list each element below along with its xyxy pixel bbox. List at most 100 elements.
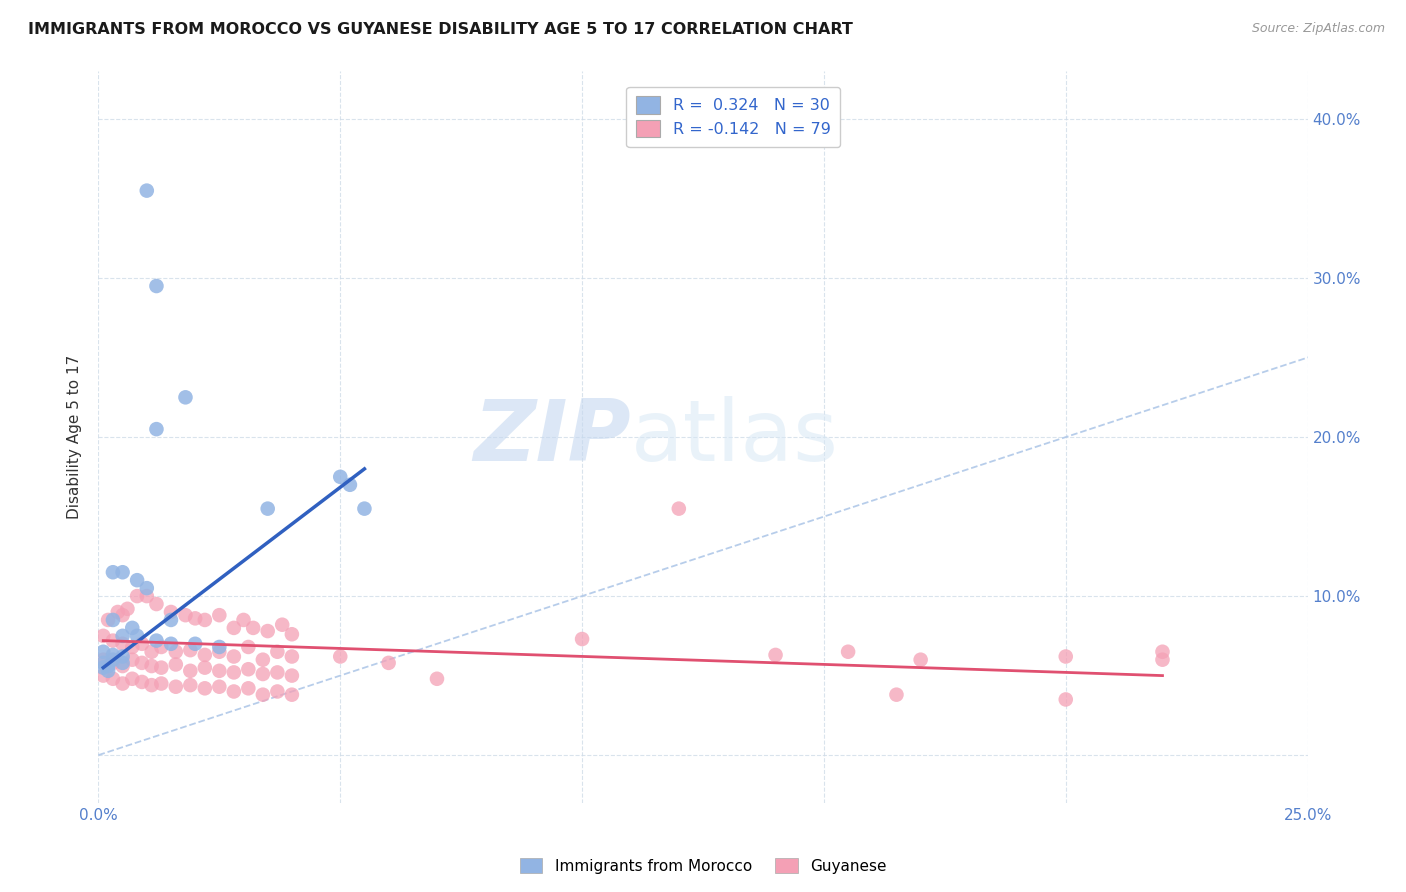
Point <box>107 605 129 619</box>
Point <box>145 633 167 648</box>
Point <box>222 621 245 635</box>
Point <box>111 649 134 664</box>
Point <box>131 656 153 670</box>
Point <box>174 390 197 404</box>
Legend: R =  0.324   N = 30, R = -0.142   N = 79: R = 0.324 N = 30, R = -0.142 N = 79 <box>626 87 841 147</box>
Point <box>232 613 254 627</box>
Point <box>1054 692 1077 706</box>
Point <box>97 659 120 673</box>
Point <box>329 470 352 484</box>
Point <box>91 629 114 643</box>
Text: ZIP: ZIP <box>472 395 630 479</box>
Point <box>160 605 183 619</box>
Point <box>266 665 288 680</box>
Point <box>222 665 245 680</box>
Point <box>165 657 187 672</box>
Point <box>135 589 157 603</box>
Point <box>145 422 167 436</box>
Point <box>91 660 114 674</box>
Point <box>111 629 134 643</box>
Point <box>184 637 207 651</box>
Point <box>238 681 260 696</box>
Point <box>256 501 278 516</box>
Point <box>150 676 173 690</box>
Point <box>208 645 231 659</box>
Point <box>101 672 124 686</box>
Point <box>165 680 187 694</box>
Point <box>101 633 124 648</box>
Point <box>208 664 231 678</box>
Point <box>111 656 134 670</box>
Point <box>222 649 245 664</box>
Point <box>886 688 908 702</box>
Text: IMMIGRANTS FROM MOROCCO VS GUYANESE DISABILITY AGE 5 TO 17 CORRELATION CHART: IMMIGRANTS FROM MOROCCO VS GUYANESE DISA… <box>28 22 853 37</box>
Point <box>377 656 399 670</box>
Point <box>131 637 153 651</box>
Point <box>111 566 134 580</box>
Point <box>135 581 157 595</box>
Point <box>91 656 114 670</box>
Point <box>765 648 787 662</box>
Point <box>339 477 361 491</box>
Point <box>184 611 207 625</box>
Point <box>271 617 294 632</box>
Point <box>266 684 288 698</box>
Point <box>101 653 124 667</box>
Point <box>121 640 143 654</box>
Point <box>252 688 274 702</box>
Point <box>194 681 217 696</box>
Point <box>238 662 260 676</box>
Point <box>353 501 375 516</box>
Point <box>222 684 245 698</box>
Point <box>145 279 167 293</box>
Point <box>127 573 149 587</box>
Point <box>837 645 859 659</box>
Point <box>111 608 134 623</box>
Point <box>179 678 201 692</box>
Point <box>252 653 274 667</box>
Point <box>160 613 183 627</box>
Point <box>97 613 120 627</box>
Point <box>121 653 143 667</box>
Point <box>91 668 114 682</box>
Point <box>174 608 197 623</box>
Point <box>329 649 352 664</box>
Point <box>127 629 149 643</box>
Point <box>252 667 274 681</box>
Point <box>165 645 187 659</box>
Point <box>668 501 690 516</box>
Point <box>571 632 593 646</box>
Point <box>101 656 124 670</box>
Point <box>256 624 278 638</box>
Point <box>281 627 304 641</box>
Point <box>111 676 134 690</box>
Point <box>111 637 134 651</box>
Point <box>238 640 260 654</box>
Point <box>1152 645 1174 659</box>
Legend: Immigrants from Morocco, Guyanese: Immigrants from Morocco, Guyanese <box>513 852 893 880</box>
Point <box>242 621 264 635</box>
Point <box>1152 653 1174 667</box>
Point <box>135 184 157 198</box>
Point <box>194 648 217 662</box>
Point <box>266 645 288 659</box>
Point <box>127 589 149 603</box>
Point <box>1054 649 1077 664</box>
Point <box>101 648 124 662</box>
Point <box>101 566 124 580</box>
Point <box>121 621 143 635</box>
Point <box>150 660 173 674</box>
Point <box>179 664 201 678</box>
Point <box>131 675 153 690</box>
Y-axis label: Disability Age 5 to 17: Disability Age 5 to 17 <box>67 355 83 519</box>
Point <box>194 660 217 674</box>
Point <box>281 668 304 682</box>
Point <box>194 613 217 627</box>
Point <box>160 637 183 651</box>
Point <box>208 608 231 623</box>
Point <box>91 645 114 659</box>
Point <box>281 688 304 702</box>
Point <box>910 653 932 667</box>
Text: atlas: atlas <box>630 395 838 479</box>
Point <box>179 643 201 657</box>
